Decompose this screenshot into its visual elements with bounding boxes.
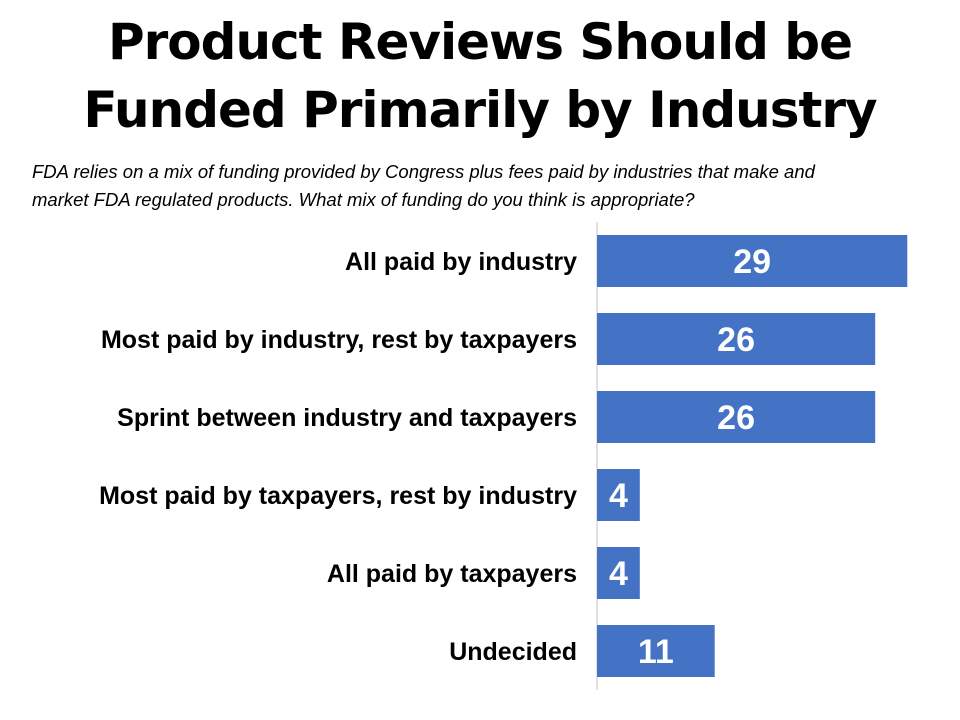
data-label: 4: [609, 477, 628, 515]
bar: [597, 313, 876, 365]
bar-group: [597, 235, 908, 677]
data-label: 26: [717, 399, 755, 437]
chart-subtitle: FDA relies on a mix of funding provided …: [32, 158, 952, 214]
data-label: 4: [609, 555, 628, 593]
chart-title-line-2: Funded Primarily by Industry: [83, 81, 877, 139]
bar: [597, 469, 640, 521]
chart-subtitle-line-2: market FDA regulated products. What mix …: [32, 189, 695, 210]
bar: [597, 235, 908, 287]
data-label-group: 29 26 26 4 4 11: [609, 243, 771, 671]
category-label: Sprint between industry and taxpayers: [117, 404, 577, 432]
bar: [597, 391, 876, 443]
chart-title-line-1: Product Reviews Should be: [108, 13, 853, 71]
category-label: All paid by taxpayers: [327, 560, 577, 588]
category-label: Most paid by industry, rest by taxpayers: [101, 326, 577, 354]
data-label: 11: [638, 633, 674, 671]
category-label: All paid by industry: [345, 248, 577, 276]
data-label: 26: [717, 321, 755, 359]
bar: [597, 625, 715, 677]
category-label: Most paid by taxpayers, rest by industry: [99, 482, 577, 510]
chart-subtitle-line-1: FDA relies on a mix of funding provided …: [32, 161, 815, 182]
chart-title: Product Reviews Should be Funded Primari…: [0, 8, 960, 144]
bar: [597, 547, 640, 599]
category-label-group: All paid by industry Most paid by industr…: [99, 248, 577, 666]
data-label: 29: [733, 243, 771, 281]
category-label: Undecided: [449, 638, 577, 666]
